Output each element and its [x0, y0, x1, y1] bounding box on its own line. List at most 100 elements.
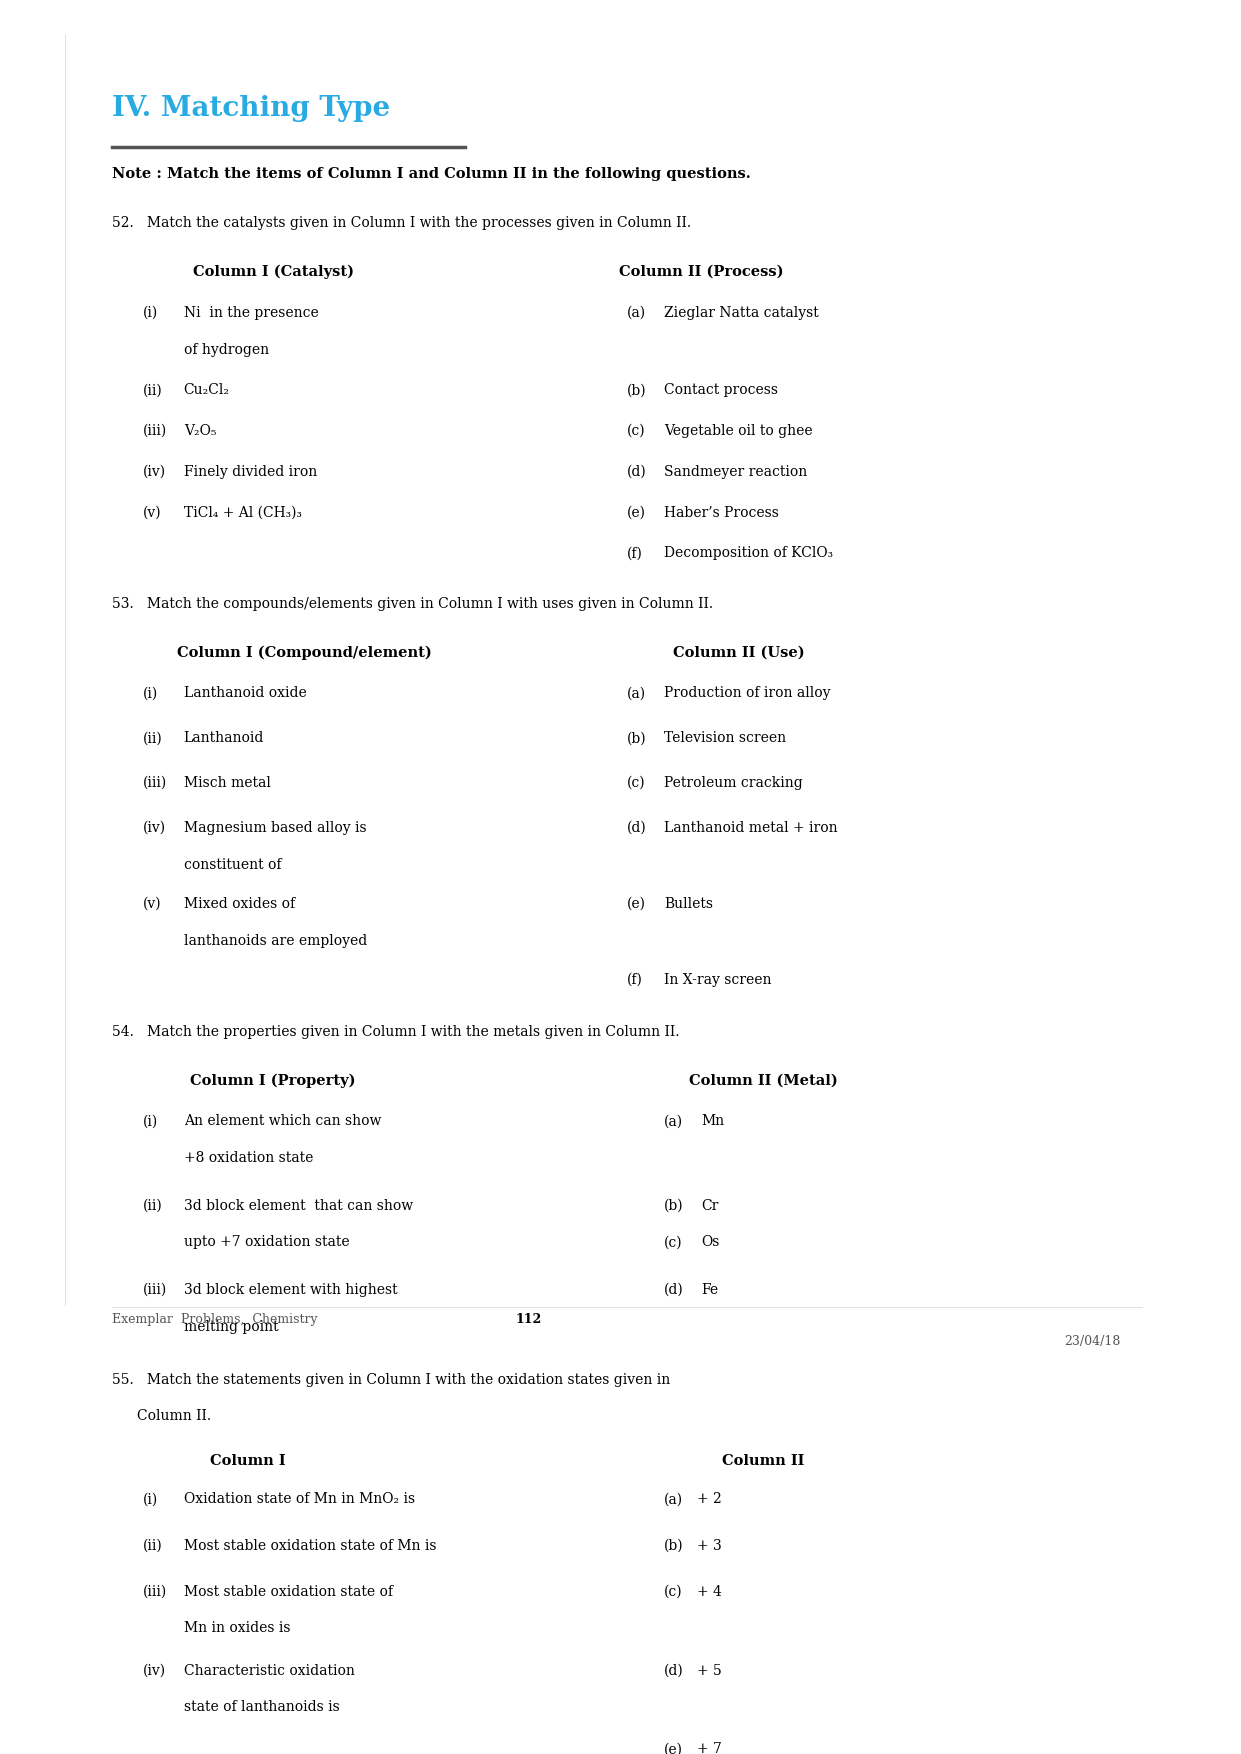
- Text: Ni  in the presence: Ni in the presence: [184, 305, 319, 319]
- Text: (d): (d): [627, 821, 647, 835]
- Text: (b): (b): [664, 1538, 684, 1552]
- Text: (ii): (ii): [143, 1198, 163, 1212]
- Text: + 7: + 7: [697, 1742, 722, 1754]
- Text: Vegetable oil to ghee: Vegetable oil to ghee: [664, 424, 813, 438]
- Text: Misch metal: Misch metal: [184, 775, 271, 789]
- Text: Decomposition of KClO₃: Decomposition of KClO₃: [664, 547, 833, 560]
- Text: (f): (f): [627, 547, 643, 560]
- Text: 112: 112: [515, 1314, 541, 1326]
- Text: 3d block element with highest: 3d block element with highest: [184, 1282, 397, 1296]
- Text: Column I (Property): Column I (Property): [190, 1073, 356, 1087]
- Text: melting point: melting point: [184, 1319, 278, 1333]
- Text: + 3: + 3: [697, 1538, 722, 1552]
- Text: V₂O₅: V₂O₅: [184, 424, 216, 438]
- Text: (a): (a): [627, 686, 645, 700]
- Text: Column I: Column I: [211, 1454, 285, 1468]
- Text: lanthanoids are employed: lanthanoids are employed: [184, 933, 367, 947]
- Text: (v): (v): [143, 896, 161, 910]
- Text: Haber’s Process: Haber’s Process: [664, 505, 779, 519]
- Text: (d): (d): [664, 1282, 684, 1296]
- Text: Television screen: Television screen: [664, 731, 786, 745]
- Text: Most stable oxidation state of: Most stable oxidation state of: [184, 1586, 392, 1598]
- Text: Column I (Compound/element): Column I (Compound/element): [176, 645, 432, 660]
- Text: Exemplar  Problems,  Chemistry: Exemplar Problems, Chemistry: [112, 1314, 318, 1326]
- Text: of hydrogen: of hydrogen: [184, 342, 269, 356]
- Text: Fe: Fe: [701, 1282, 719, 1296]
- Text: Lanthanoid: Lanthanoid: [184, 731, 264, 745]
- Text: Sandmeyer reaction: Sandmeyer reaction: [664, 465, 807, 479]
- Text: Column II (Metal): Column II (Metal): [689, 1073, 838, 1087]
- Text: Petroleum cracking: Petroleum cracking: [664, 775, 803, 789]
- Text: (c): (c): [664, 1235, 683, 1249]
- Text: + 2: + 2: [697, 1493, 722, 1507]
- Text: (e): (e): [627, 896, 645, 910]
- Text: Bullets: Bullets: [664, 896, 712, 910]
- Text: Lanthanoid oxide: Lanthanoid oxide: [184, 686, 307, 700]
- Text: Column II (Process): Column II (Process): [619, 265, 783, 279]
- Text: (ii): (ii): [143, 384, 163, 396]
- Text: (c): (c): [664, 1586, 683, 1598]
- Text: Magnesium based alloy is: Magnesium based alloy is: [184, 821, 366, 835]
- Text: (i): (i): [143, 1493, 158, 1507]
- Text: Mn: Mn: [701, 1114, 725, 1128]
- Text: (v): (v): [143, 505, 161, 519]
- Text: 55.   Match the statements given in Column I with the oxidation states given in: 55. Match the statements given in Column…: [112, 1373, 670, 1387]
- Text: (i): (i): [143, 1114, 158, 1128]
- Text: (e): (e): [627, 505, 645, 519]
- Text: Zieglar Natta catalyst: Zieglar Natta catalyst: [664, 305, 819, 319]
- Text: Mixed oxides of: Mixed oxides of: [184, 896, 295, 910]
- Text: constituent of: constituent of: [184, 858, 282, 872]
- Text: (iv): (iv): [143, 1663, 166, 1677]
- Text: Cr: Cr: [701, 1198, 719, 1212]
- Text: 23/04/18: 23/04/18: [1064, 1335, 1121, 1347]
- Text: In X-ray screen: In X-ray screen: [664, 973, 772, 988]
- Text: 54.   Match the properties given in Column I with the metals given in Column II.: 54. Match the properties given in Column…: [112, 1024, 679, 1038]
- Text: Mn in oxides is: Mn in oxides is: [184, 1621, 290, 1635]
- Text: 3d block element  that can show: 3d block element that can show: [184, 1198, 413, 1212]
- Text: (b): (b): [627, 731, 647, 745]
- Text: (iv): (iv): [143, 465, 166, 479]
- Text: (iii): (iii): [143, 1586, 168, 1598]
- Text: (iii): (iii): [143, 424, 168, 438]
- Text: (c): (c): [627, 775, 645, 789]
- Text: Note : Match the items of Column I and Column II in the following questions.: Note : Match the items of Column I and C…: [112, 167, 751, 181]
- Text: state of lanthanoids is: state of lanthanoids is: [184, 1700, 340, 1714]
- Text: + 4: + 4: [697, 1586, 722, 1598]
- Text: (a): (a): [627, 305, 645, 319]
- Text: TiCl₄ + Al (CH₃)₃: TiCl₄ + Al (CH₃)₃: [184, 505, 302, 519]
- Text: (b): (b): [627, 384, 647, 396]
- Text: (i): (i): [143, 305, 158, 319]
- Text: upto +7 oxidation state: upto +7 oxidation state: [184, 1235, 349, 1249]
- Text: (f): (f): [627, 973, 643, 988]
- Text: Lanthanoid metal + iron: Lanthanoid metal + iron: [664, 821, 838, 835]
- Text: Column II (Use): Column II (Use): [673, 645, 804, 660]
- Text: Contact process: Contact process: [664, 384, 778, 396]
- Text: (b): (b): [664, 1198, 684, 1212]
- Text: Column II: Column II: [722, 1454, 804, 1468]
- Text: (iii): (iii): [143, 1282, 168, 1296]
- Text: Production of iron alloy: Production of iron alloy: [664, 686, 830, 700]
- Text: (i): (i): [143, 686, 158, 700]
- Text: (iii): (iii): [143, 775, 168, 789]
- Text: (c): (c): [627, 424, 645, 438]
- Text: Characteristic oxidation: Characteristic oxidation: [184, 1663, 355, 1677]
- Text: Cu₂Cl₂: Cu₂Cl₂: [184, 384, 230, 396]
- Text: Oxidation state of Mn in MnO₂ is: Oxidation state of Mn in MnO₂ is: [184, 1493, 414, 1507]
- Text: 52.   Match the catalysts given in Column I with the processes given in Column I: 52. Match the catalysts given in Column …: [112, 216, 691, 230]
- Text: 53.   Match the compounds/elements given in Column I with uses given in Column I: 53. Match the compounds/elements given i…: [112, 596, 712, 610]
- Text: + 5: + 5: [697, 1663, 722, 1677]
- Text: An element which can show: An element which can show: [184, 1114, 381, 1128]
- Text: (ii): (ii): [143, 1538, 163, 1552]
- Text: (d): (d): [627, 465, 647, 479]
- Text: Most stable oxidation state of Mn is: Most stable oxidation state of Mn is: [184, 1538, 436, 1552]
- Text: (iv): (iv): [143, 821, 166, 835]
- Text: Column II.: Column II.: [137, 1410, 211, 1424]
- Text: (e): (e): [664, 1742, 683, 1754]
- Text: (a): (a): [664, 1114, 683, 1128]
- Text: Column I (Catalyst): Column I (Catalyst): [192, 265, 354, 279]
- Text: Finely divided iron: Finely divided iron: [184, 465, 316, 479]
- Text: (a): (a): [664, 1493, 683, 1507]
- Text: (ii): (ii): [143, 731, 163, 745]
- Text: (d): (d): [664, 1663, 684, 1677]
- Text: +8 oxidation state: +8 oxidation state: [184, 1151, 313, 1165]
